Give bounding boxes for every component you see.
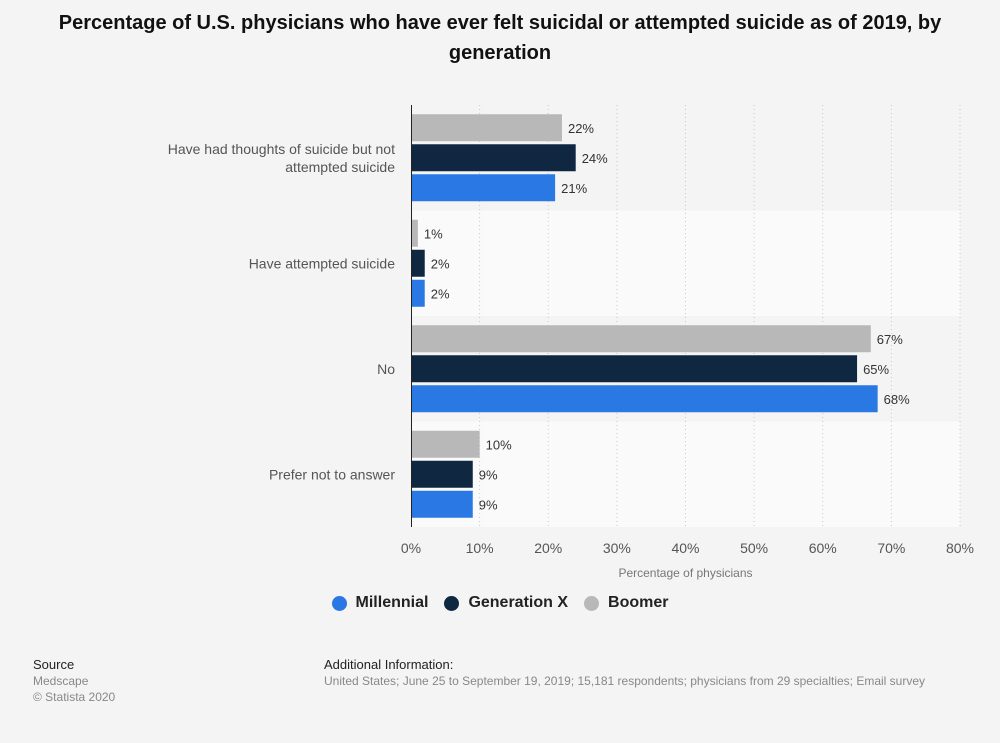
x-tick-label: 30% (603, 540, 631, 556)
x-tick-label: 70% (877, 540, 905, 556)
bar (411, 174, 556, 202)
category-label: No (377, 361, 395, 377)
bar (411, 430, 480, 458)
bar (411, 355, 858, 383)
legend-item-generation-x[interactable]: Generation X (444, 594, 568, 612)
x-tick-label: 20% (534, 540, 562, 556)
category-label: Have had thoughts of suicide but not (168, 141, 395, 157)
data-label: 10% (486, 437, 512, 452)
additional-info-text: United States; June 25 to September 19, … (324, 674, 926, 688)
data-label: 68% (884, 392, 910, 407)
footer-additional-info: Additional Information: United States; J… (324, 657, 925, 689)
bar (411, 385, 878, 413)
x-axis-title: Percentage of physicians (618, 566, 752, 580)
data-label: 2% (431, 256, 450, 271)
data-label: 2% (431, 286, 450, 301)
legend-marker-millennial (331, 595, 347, 611)
category-label: attempted suicide (285, 159, 395, 175)
source-name: Medscape (33, 674, 89, 688)
x-tick-label: 0% (401, 540, 421, 556)
bar (411, 144, 576, 172)
data-label: 9% (479, 467, 498, 482)
category-label: Prefer not to answer (269, 466, 395, 482)
legend-label-generation-x: Generation X (468, 594, 569, 611)
bar (411, 325, 871, 353)
legend-item-millennial[interactable]: Millennial (331, 594, 429, 612)
data-label: 21% (561, 181, 587, 196)
x-tick-label: 10% (466, 540, 494, 556)
bar (411, 279, 425, 307)
source-heading: Source (33, 657, 75, 672)
x-tick-label: 40% (671, 540, 699, 556)
x-tick-label: 60% (809, 540, 837, 556)
bar (411, 460, 473, 488)
data-label: 1% (424, 226, 443, 241)
bar (411, 219, 418, 247)
legend-marker-generation-x (444, 595, 460, 611)
legend-label-millennial: Millennial (355, 594, 429, 611)
category-band (411, 210, 960, 316)
data-label: 67% (877, 332, 903, 347)
x-tick-label: 50% (740, 540, 768, 556)
additional-info-heading: Additional Information: (324, 657, 454, 672)
bar (411, 249, 425, 277)
data-label: 9% (479, 497, 498, 512)
legend: Millennial Generation X Boomer (0, 594, 1000, 612)
footer-source: Source Medscape © Statista 2020 (33, 657, 115, 705)
bar (411, 490, 473, 518)
chart-title: Percentage of U.S. physicians who have e… (58, 12, 942, 64)
legend-label-boomer: Boomer (608, 594, 669, 611)
data-label: 24% (582, 151, 608, 166)
x-tick-label: 80% (946, 540, 974, 556)
category-label: Have attempted suicide (249, 255, 396, 271)
legend-marker-boomer (584, 595, 600, 611)
bar-chart: 0% 10% 20% 30% 40% 50% 60% 70% 80% Percentage of … (168, 105, 974, 580)
copyright: © Statista 2020 (33, 690, 116, 704)
data-label: 65% (863, 362, 889, 377)
bar (411, 114, 562, 142)
data-label: 22% (568, 121, 594, 136)
legend-item-boomer[interactable]: Boomer (584, 594, 668, 612)
